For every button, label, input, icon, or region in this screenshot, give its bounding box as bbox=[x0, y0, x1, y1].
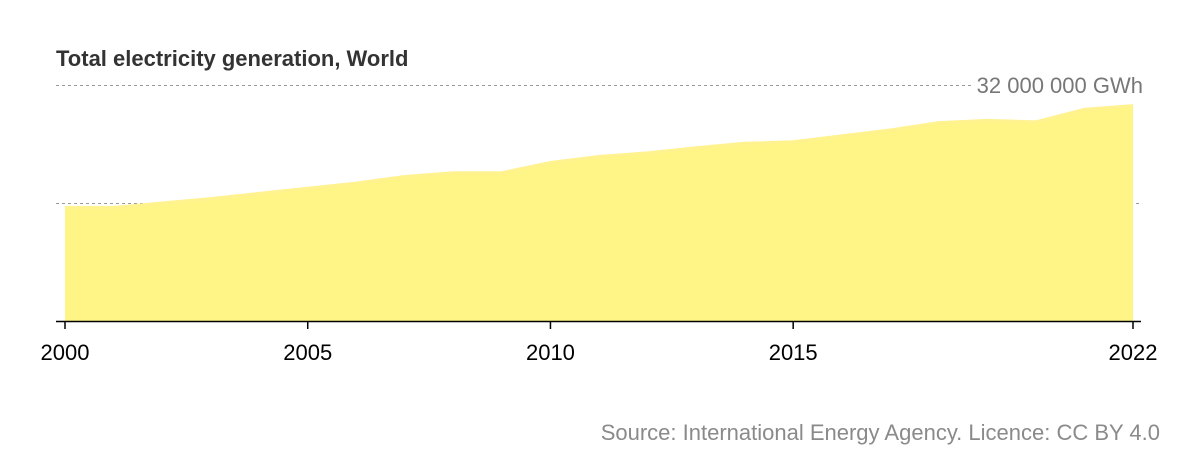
data-point-2004 bbox=[258, 192, 261, 195]
data-point-2021 bbox=[1083, 108, 1086, 111]
data-point-2003 bbox=[209, 197, 212, 200]
data-point-2016 bbox=[840, 134, 843, 137]
x-tick-label-2015: 2015 bbox=[769, 340, 818, 365]
data-point-2002 bbox=[161, 202, 164, 205]
data-point-2007 bbox=[403, 175, 406, 178]
area-series bbox=[64, 104, 1135, 322]
data-point-2000 bbox=[64, 206, 67, 209]
data-point-2001 bbox=[112, 206, 115, 209]
data-point-2009 bbox=[500, 171, 503, 174]
data-point-2005 bbox=[306, 187, 309, 190]
data-point-2020 bbox=[1034, 120, 1037, 123]
data-point-2015 bbox=[792, 140, 795, 143]
gridline-label: 32 000 000 GWh bbox=[977, 73, 1143, 98]
gridline-label-backdrop bbox=[972, 82, 1147, 88]
data-point-2019 bbox=[986, 119, 989, 122]
chart-title: Total electricity generation, World bbox=[56, 46, 409, 71]
data-point-2008 bbox=[452, 171, 455, 174]
series-line bbox=[65, 104, 1134, 209]
x-tick-label-2000: 2000 bbox=[41, 340, 90, 365]
source-note: Source: International Energy Agency. Lic… bbox=[600, 420, 1160, 445]
x-tick-label-2022: 2022 bbox=[1109, 340, 1158, 365]
data-point-2012 bbox=[646, 151, 649, 154]
x-axis: 2000 2005 2010 2015 2022 bbox=[41, 320, 1158, 365]
data-point-2022 bbox=[1132, 104, 1135, 107]
area-fill bbox=[65, 105, 1133, 322]
x-tick-label-2005: 2005 bbox=[283, 340, 332, 365]
labels: 32 000 000 GWh bbox=[972, 73, 1147, 98]
data-point-2014 bbox=[743, 142, 746, 145]
data-point-2013 bbox=[695, 146, 698, 149]
data-point-2018 bbox=[937, 121, 940, 124]
data-point-2011 bbox=[598, 155, 601, 158]
data-point-2017 bbox=[889, 128, 892, 131]
data-point-2006 bbox=[355, 182, 358, 185]
data-point-2010 bbox=[549, 161, 552, 164]
x-tick-label-2010: 2010 bbox=[526, 340, 575, 365]
